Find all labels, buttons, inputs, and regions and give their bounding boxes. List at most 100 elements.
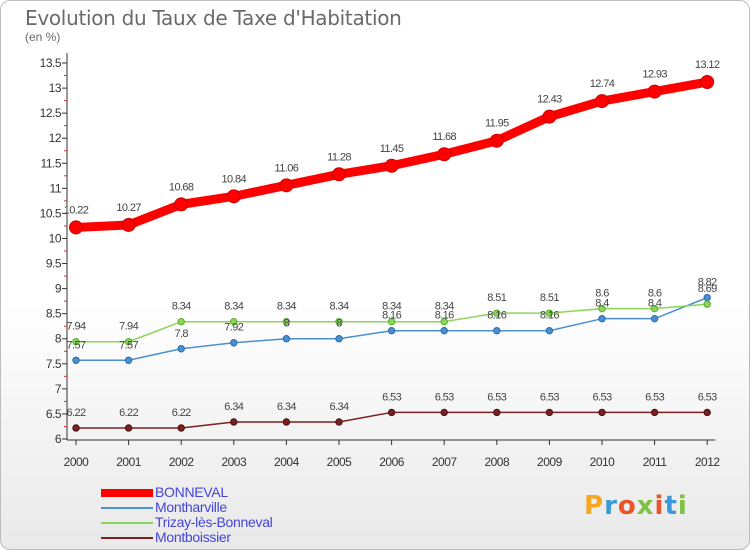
data-label: 8.34 [382, 301, 401, 313]
data-label: 8.34 [277, 301, 296, 313]
legend-swatch [101, 522, 153, 524]
y-tick-label: 13 [49, 81, 62, 95]
data-label: 8.4 [595, 298, 609, 310]
data-point [387, 408, 396, 417]
data-point [69, 220, 83, 235]
data-label: 6.53 [382, 391, 401, 403]
x-tick-label: 2001 [116, 455, 142, 469]
data-label: 8.4 [648, 298, 662, 310]
data-point [230, 339, 238, 347]
logo-letter: o [617, 491, 637, 521]
data-label: 7.92 [224, 322, 243, 334]
data-point [703, 293, 711, 302]
data-label: 6.53 [698, 391, 717, 403]
y-tick-label: 13.5 [40, 56, 62, 70]
legend-swatch [101, 489, 153, 497]
data-label: 6.34 [224, 401, 243, 413]
x-tick-label: 2011 [643, 455, 668, 469]
data-label: 6.53 [435, 391, 454, 403]
y-tick-label: 6.5 [46, 407, 62, 421]
proxiti-logo[interactable]: Proxiti [584, 491, 688, 521]
data-label: 12.93 [642, 69, 667, 81]
legend-label: Montboissier [155, 529, 231, 545]
data-point [700, 75, 715, 90]
data-point [545, 309, 554, 317]
data-label: 11.45 [380, 143, 404, 155]
data-point [650, 304, 659, 313]
data-point [440, 327, 448, 335]
y-tick-label: 8 [55, 332, 62, 346]
data-point [335, 335, 343, 343]
data-point [124, 356, 133, 364]
data-point [440, 408, 448, 417]
data-label: 7.57 [66, 339, 85, 351]
data-point [595, 94, 609, 109]
data-point [124, 338, 133, 346]
logo-letter: i [654, 491, 665, 521]
data-point [282, 335, 291, 343]
data-point [703, 408, 711, 417]
x-tick-label: 2007 [432, 455, 458, 469]
data-point [598, 304, 606, 313]
x-tick-label: 2008 [484, 455, 510, 469]
data-label: 10.68 [169, 181, 194, 193]
data-label: 6.53 [592, 391, 611, 403]
x-tick-label: 2010 [590, 455, 616, 469]
data-point [177, 424, 185, 432]
data-point [332, 167, 346, 182]
y-tick-label: 8.5 [46, 307, 62, 321]
logo-letter: t [664, 491, 678, 521]
data-point [226, 189, 241, 204]
data-point [493, 309, 501, 317]
unit-label: (en %) [25, 30, 61, 44]
data-point [177, 317, 185, 326]
data-point [230, 418, 238, 426]
data-label: 8.34 [224, 301, 243, 313]
data-labels: 10.22 10.27 10.68 10.84 11.06 11.28 11.45 11.68… [64, 59, 721, 419]
x-tick-label: 2004 [274, 455, 300, 469]
y-tick-label: 11 [50, 181, 62, 195]
data-label: 8.69 [698, 283, 717, 295]
y-tick-label: 9.5 [46, 257, 62, 271]
data-label: 8.16 [487, 310, 506, 322]
data-point [647, 84, 662, 99]
data-point [489, 133, 504, 148]
data-label: 7.94 [119, 321, 138, 333]
data-point [174, 197, 189, 212]
data-label: 11.95 [485, 118, 509, 130]
data-label: 6.53 [540, 391, 559, 403]
x-tick-label: 2006 [379, 455, 405, 469]
data-label: 8.34 [172, 301, 191, 313]
legend-label: Trizay-lès-Bonneval [155, 514, 273, 530]
logo-letter: r [604, 491, 618, 521]
data-label: 11.68 [432, 131, 456, 143]
y-tick-label: 12.5 [40, 106, 62, 120]
data-label: 12.74 [590, 78, 615, 90]
x-tick-label: 2009 [537, 455, 563, 469]
y-tick-label: 12 [49, 131, 62, 145]
data-label: 13.12 [695, 59, 720, 71]
data-label: 6.53 [487, 391, 506, 403]
data-point [437, 147, 452, 162]
legend-label: Montharville [155, 499, 227, 515]
data-label: 8.16 [435, 310, 454, 322]
data-label: 8.51 [487, 292, 506, 304]
data-point [230, 317, 238, 326]
data-point [335, 317, 343, 326]
data-point [282, 317, 291, 326]
data-point [650, 314, 659, 323]
axes: 6 6.5 7 7.5 8 8.5 9 9.5 10 10.5 11 11.5 12 12.5 13 13.5… [40, 53, 721, 469]
x-tick-label: 2002 [169, 455, 195, 469]
data-point [493, 408, 501, 417]
data-point [384, 158, 399, 173]
y-tick-label: 7.5 [46, 357, 62, 371]
y-tick-label: 11.5 [41, 156, 62, 170]
data-label: 12.43 [537, 94, 562, 106]
data-point [72, 424, 80, 432]
data-label: 8.6 [595, 288, 609, 300]
data-label: 6.22 [172, 407, 191, 419]
logo-letter: P [584, 491, 605, 521]
data-label: 8.6 [648, 288, 662, 300]
